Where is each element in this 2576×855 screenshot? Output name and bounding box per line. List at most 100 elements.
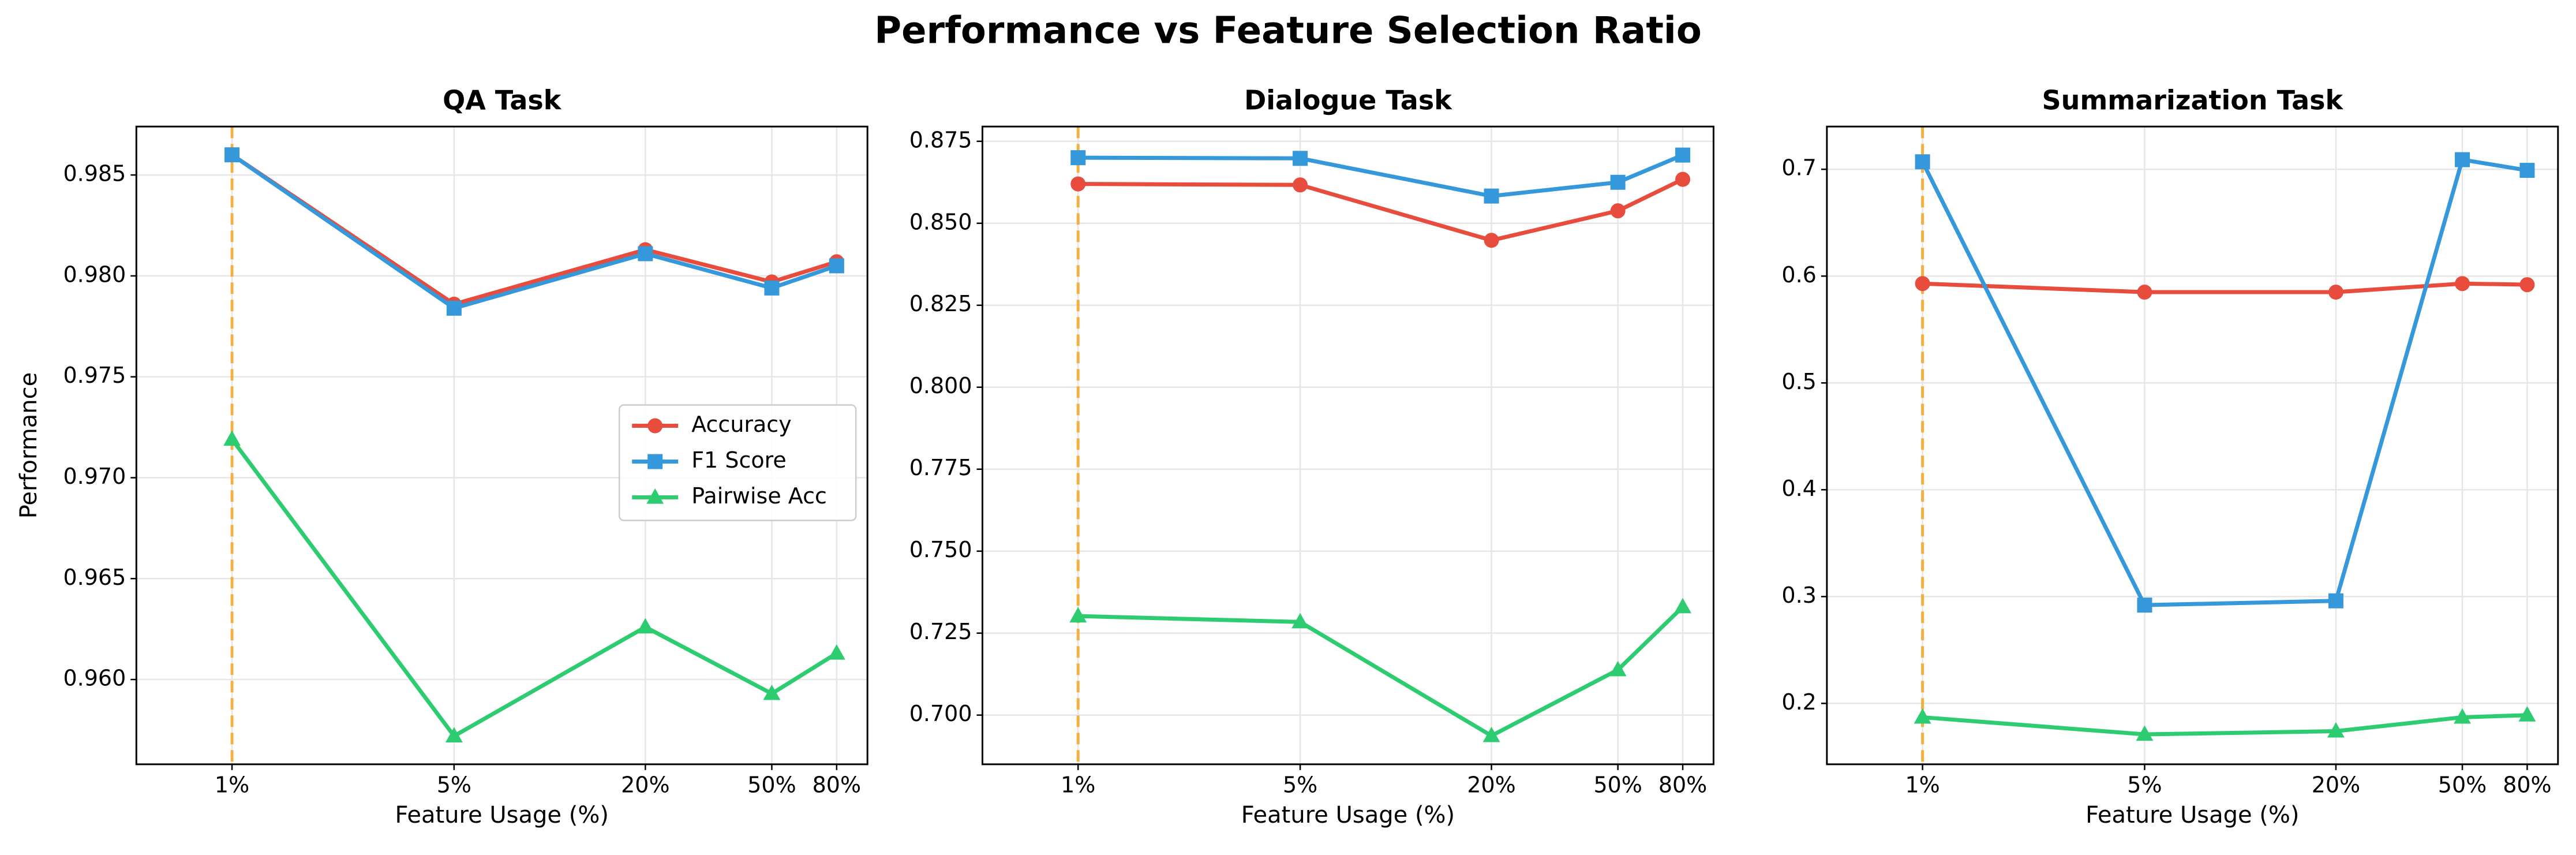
- series-line: [1078, 153, 1684, 199]
- y-tick-label: 0.775: [909, 455, 972, 480]
- marker: [2328, 593, 2343, 608]
- x-tick-label: 20%: [2312, 772, 2360, 797]
- marker: [1674, 598, 1692, 614]
- marker: [2137, 598, 2152, 613]
- series-line: [1078, 605, 1684, 738]
- marker: [2455, 276, 2470, 292]
- y-tick-label: 0.825: [909, 291, 972, 316]
- marker: [2137, 285, 2152, 300]
- legend-marker: [647, 454, 663, 469]
- legend-marker: [646, 488, 664, 504]
- marker: [829, 258, 844, 274]
- y-tick-label: 0.725: [909, 619, 972, 644]
- marker: [1069, 607, 1087, 623]
- marker: [1675, 171, 1691, 187]
- marker: [763, 684, 781, 700]
- x-tick-label: 1%: [1905, 772, 1940, 797]
- legend-box: [618, 404, 857, 521]
- plot-frame: [982, 125, 1714, 766]
- x-tick-label: 80%: [1658, 772, 1707, 797]
- marker: [1914, 708, 1931, 724]
- subplot-title: Summarization Task: [2042, 85, 2344, 116]
- y-tick-label: 0.6: [1781, 262, 1816, 288]
- y-tick-label: 0.700: [909, 701, 972, 726]
- legend-marker: [647, 418, 663, 434]
- marker: [1675, 147, 1691, 163]
- marker: [2454, 708, 2471, 724]
- marker: [1070, 176, 1086, 192]
- marker: [1293, 151, 1308, 166]
- y-tick-label: 0.850: [909, 209, 972, 234]
- marker: [445, 727, 463, 742]
- marker: [2519, 277, 2535, 293]
- subplot-title: QA Task: [443, 85, 562, 116]
- marker: [224, 147, 240, 163]
- marker: [828, 644, 845, 660]
- x-tick-label: 20%: [1467, 772, 1515, 797]
- figure-title: Performance vs Feature Selection Ratio: [874, 10, 1702, 53]
- y-tick-label: 0.3: [1781, 583, 1816, 608]
- marker: [1610, 174, 1626, 190]
- marker: [764, 280, 780, 296]
- plot-frame: [1826, 125, 2559, 766]
- y-tick-label: 0.875: [909, 127, 972, 152]
- x-tick-label: 50%: [2438, 772, 2487, 797]
- x-tick-label: 1%: [1061, 772, 1095, 797]
- marker: [1609, 660, 1627, 677]
- marker: [223, 430, 241, 446]
- marker: [2136, 725, 2154, 741]
- legend-label: F1 Score: [691, 447, 787, 473]
- x-tick-label: 20%: [621, 772, 669, 797]
- x-axis-label: Feature Usage (%): [2085, 802, 2299, 828]
- x-tick-label: 5%: [2127, 772, 2162, 797]
- legend-label: Accuracy: [691, 412, 792, 437]
- y-tick-label: 0.965: [63, 565, 126, 590]
- marker: [1291, 613, 1309, 629]
- y-tick-label: 0.970: [63, 464, 126, 489]
- marker: [1915, 276, 1930, 292]
- x-tick-label: 80%: [2503, 772, 2551, 797]
- y-tick-label: 0.980: [63, 262, 126, 287]
- subplot-title: Dialogue Task: [1244, 85, 1452, 116]
- x-axis-label: Feature Usage (%): [1241, 802, 1455, 828]
- y-tick-label: 0.985: [63, 161, 126, 186]
- marker: [1482, 726, 1500, 742]
- marker: [446, 300, 462, 316]
- y-tick-label: 0.800: [909, 373, 972, 398]
- marker: [1915, 154, 1930, 170]
- plot-frame: [135, 125, 868, 766]
- y-tick-label: 0.975: [63, 363, 126, 388]
- x-tick-label: 50%: [1593, 772, 1642, 797]
- x-axis-label: Feature Usage (%): [395, 802, 609, 828]
- x-tick-label: 5%: [437, 772, 471, 797]
- marker: [1484, 188, 1499, 204]
- x-tick-label: 50%: [747, 772, 796, 797]
- y-tick-label: 0.5: [1781, 369, 1816, 394]
- marker: [1293, 177, 1308, 193]
- marker: [1484, 233, 1499, 248]
- legend-label: Pairwise Acc: [691, 483, 827, 509]
- x-tick-label: 1%: [215, 772, 249, 797]
- marker: [2519, 163, 2535, 178]
- series-line: [1078, 177, 1684, 242]
- y-axis-label: Performance: [16, 372, 42, 518]
- marker: [636, 618, 654, 634]
- marker: [2455, 152, 2470, 167]
- x-tick-label: 80%: [813, 772, 861, 797]
- y-tick-label: 0.2: [1781, 689, 1816, 715]
- marker: [1610, 203, 1626, 219]
- y-tick-label: 0.750: [909, 537, 972, 562]
- marker: [2327, 722, 2345, 738]
- x-tick-label: 5%: [1283, 772, 1317, 797]
- marker: [2518, 706, 2536, 722]
- y-tick-label: 0.4: [1781, 476, 1816, 501]
- marker: [638, 246, 653, 262]
- marker: [1070, 150, 1086, 166]
- series-line: [1922, 281, 2528, 294]
- series-line: [1922, 713, 2528, 737]
- series-line: [231, 153, 837, 311]
- marker: [2328, 285, 2343, 300]
- y-tick-label: 0.7: [1781, 155, 1816, 181]
- y-tick-label: 0.960: [63, 666, 126, 691]
